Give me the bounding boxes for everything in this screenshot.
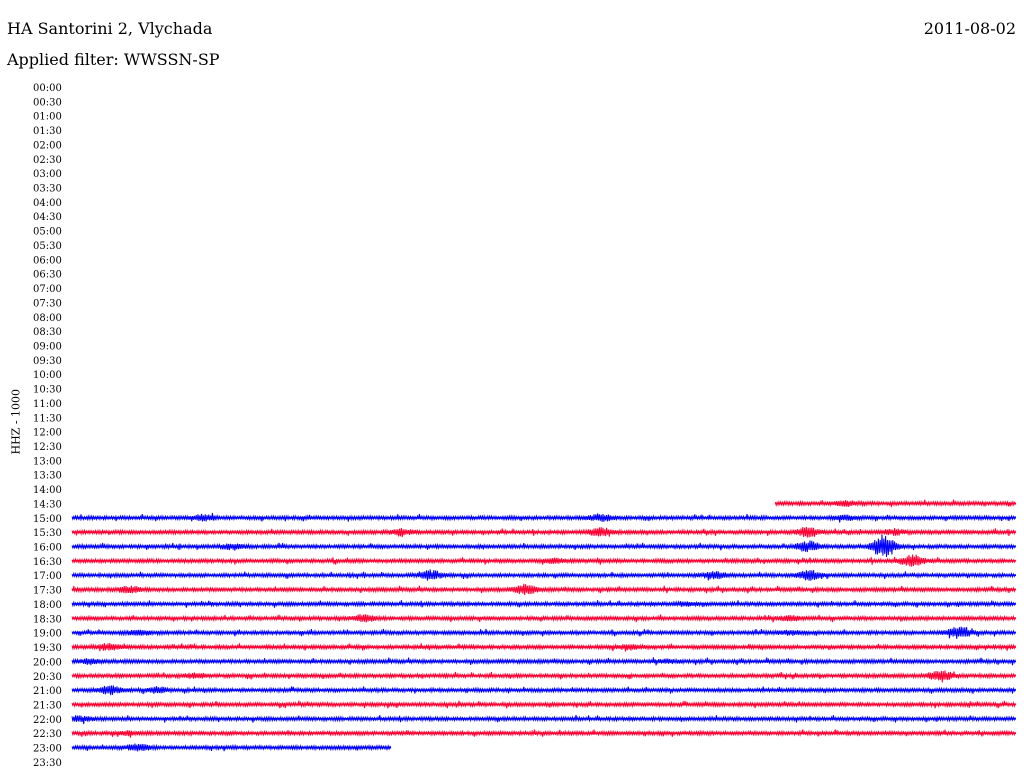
seismic-traces: [71, 499, 1017, 752]
time-tick-1330: 13:30: [33, 471, 62, 482]
time-tick-0830: 08:30: [33, 327, 62, 338]
time-tick-1500: 15:00: [33, 514, 62, 525]
time-tick-1300: 13:00: [33, 456, 62, 467]
time-tick-1730: 17:30: [33, 586, 62, 597]
time-tick-0030: 00:30: [33, 97, 62, 108]
time-tick-0600: 06:00: [33, 255, 62, 266]
time-tick-0530: 05:30: [33, 241, 62, 252]
time-tick-1000: 10:00: [33, 370, 62, 381]
time-tick-1800: 18:00: [33, 600, 62, 611]
time-tick-0230: 02:30: [33, 155, 62, 166]
time-tick-1230: 12:30: [33, 442, 62, 453]
time-tick-1830: 18:30: [33, 614, 62, 625]
time-tick-0900: 09:00: [33, 341, 62, 352]
time-tick-0730: 07:30: [33, 298, 62, 309]
time-tick-2330: 23:30: [33, 758, 62, 769]
trace-row-2300: [71, 743, 392, 752]
time-tick-0400: 04:00: [33, 198, 62, 209]
time-tick-2100: 21:00: [33, 686, 62, 697]
time-tick-0700: 07:00: [33, 284, 62, 295]
time-tick-2300: 23:00: [33, 744, 62, 755]
date-label: 2011-08-02: [923, 19, 1016, 38]
time-tick-2000: 20:00: [33, 657, 62, 668]
time-tick-1100: 11:00: [33, 399, 62, 410]
time-tick-1200: 12:00: [33, 428, 62, 439]
time-tick-1530: 15:30: [33, 528, 62, 539]
time-tick-1430: 14:30: [33, 499, 62, 510]
time-tick-0430: 04:30: [33, 212, 62, 223]
time-tick-1700: 17:00: [33, 571, 62, 582]
time-tick-0100: 01:00: [33, 112, 62, 123]
time-tick-0930: 09:30: [33, 356, 62, 367]
time-tick-1030: 10:30: [33, 385, 62, 396]
time-tick-0000: 00:00: [33, 83, 62, 94]
time-tick-2230: 22:30: [33, 729, 62, 740]
station-title: HA Santorini 2, Vlychada: [7, 19, 213, 38]
time-tick-0800: 08:00: [33, 313, 62, 324]
time-tick-2130: 21:30: [33, 700, 62, 711]
time-tick-1900: 19:00: [33, 629, 62, 640]
time-tick-2200: 22:00: [33, 715, 62, 726]
time-tick-1930: 19:30: [33, 643, 62, 654]
time-tick-0130: 01:30: [33, 126, 62, 137]
time-tick-0200: 02:00: [33, 140, 62, 151]
time-tick-0500: 05:00: [33, 227, 62, 238]
time-tick-1600: 16:00: [33, 543, 62, 554]
time-tick-1400: 14:00: [33, 485, 62, 496]
time-tick-1630: 16:30: [33, 557, 62, 568]
time-tick-0330: 03:30: [33, 184, 62, 195]
time-tick-0630: 06:30: [33, 270, 62, 281]
time-tick-0300: 03:00: [33, 169, 62, 180]
time-tick-1130: 11:30: [33, 413, 62, 424]
time-tick-labels: 00:00 00:30 01:00 01:30 02:00 02:30 03:00 03:30…: [33, 83, 62, 769]
filter-label: Applied filter: WWSSN-SP: [7, 50, 220, 69]
time-tick-2030: 20:30: [33, 672, 62, 683]
